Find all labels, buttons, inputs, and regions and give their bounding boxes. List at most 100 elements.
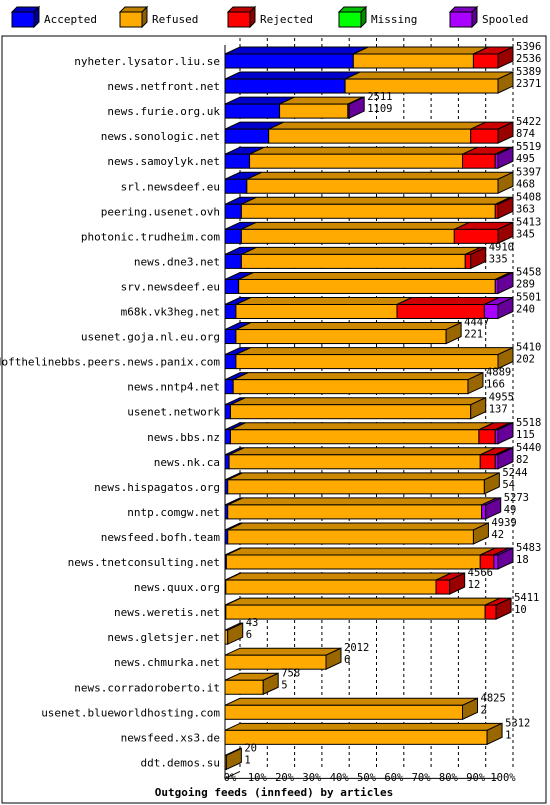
host-label: nyheter.lysator.liu.se xyxy=(74,55,220,68)
bar-end-face xyxy=(497,447,514,470)
total-label: 5411 xyxy=(514,592,539,604)
x-tick-label: 50% xyxy=(357,772,377,784)
accepted-label: 363 xyxy=(516,203,535,215)
total-label: 5483 xyxy=(516,542,541,554)
bar-segment-accepted xyxy=(224,228,242,244)
total-label: 4910 xyxy=(489,241,514,253)
bar-end-face xyxy=(497,296,514,320)
bar-segment-accepted xyxy=(224,203,242,219)
accepted-label: 137 xyxy=(489,404,508,416)
bar-segment-top xyxy=(230,422,495,431)
legend-item-refused: Refused xyxy=(118,5,198,29)
host-label: nntp.comgw.net xyxy=(127,506,220,519)
bar-end-face xyxy=(472,522,489,545)
accepted-label: 468 xyxy=(516,178,535,190)
bar-segment-refused xyxy=(225,604,486,620)
accepted-label: 874 xyxy=(516,128,535,140)
host-label: srl.newsdeef.eu xyxy=(121,180,220,193)
total-label: 5244 xyxy=(502,467,527,479)
legend-swatch xyxy=(449,11,473,28)
bar-row xyxy=(224,497,502,520)
host-label: usenet.network xyxy=(127,406,220,419)
total-label: 5389 xyxy=(516,66,541,78)
bar-segment-top xyxy=(224,46,369,55)
accepted-label: 18 xyxy=(516,554,529,566)
bar-row xyxy=(224,121,514,144)
bar-segment-top xyxy=(396,297,500,305)
bar-segment-top xyxy=(227,497,497,506)
bar-row xyxy=(224,71,514,94)
bar-row xyxy=(224,421,514,445)
host-label: usenet.goja.nl.eu.org xyxy=(81,331,220,344)
bar-segment-accepted xyxy=(224,329,237,345)
bar-row xyxy=(224,221,514,245)
bar-segment-refused xyxy=(227,479,485,495)
total-label: 4566 xyxy=(468,567,493,579)
bar-row xyxy=(224,246,487,270)
x-tick-label: 90% xyxy=(466,772,486,784)
bar-row xyxy=(224,321,462,345)
bar-segment-top xyxy=(224,71,361,80)
total-label: 5413 xyxy=(516,216,541,228)
host-label: photonic.trudheim.com xyxy=(81,230,220,243)
bar-segment-top xyxy=(238,271,511,280)
bar-segment-accepted xyxy=(224,454,230,470)
host-label: newsfeed.bofh.team xyxy=(101,531,221,544)
bar-segment-top xyxy=(235,322,462,331)
accepted-label: 240 xyxy=(516,304,535,316)
bar-segment-refused xyxy=(240,228,455,244)
total-label: 5518 xyxy=(516,417,541,429)
x-tick-label: 40% xyxy=(330,772,350,784)
bar-row xyxy=(224,346,514,370)
host-label: endofthelinebbs.peers.news.panix.com xyxy=(0,356,220,369)
bar-row xyxy=(224,196,514,220)
accepted-label: 495 xyxy=(516,153,535,165)
bar-row xyxy=(224,371,484,395)
bar-segment-top xyxy=(241,196,511,205)
legend-swatch xyxy=(119,11,143,28)
bars xyxy=(224,46,514,771)
bar-segment-refused xyxy=(224,654,327,670)
bar-row xyxy=(224,697,479,721)
accepted-label: 49 xyxy=(504,504,517,516)
bar-segment-rejected xyxy=(479,454,496,470)
bar-segment-accepted xyxy=(224,429,231,445)
bar-end-face xyxy=(227,622,244,645)
total-label: 4447 xyxy=(464,317,489,329)
bar-end-face xyxy=(497,271,514,295)
host-label: news.weretis.net xyxy=(114,606,220,619)
bar-segment-accepted xyxy=(224,178,248,194)
total-label: 758 xyxy=(281,667,300,679)
total-label: 5422 xyxy=(516,116,541,128)
host-label: news.corradoroberto.it xyxy=(74,681,220,694)
bar-row xyxy=(224,722,503,746)
x-tick-label: 20% xyxy=(275,772,295,784)
axis-corner xyxy=(224,770,241,779)
accepted-label: 54 xyxy=(502,479,515,491)
bar-segment-refused xyxy=(238,278,496,294)
bar-segment-refused xyxy=(268,128,472,144)
host-label: news.furie.org.uk xyxy=(107,105,220,118)
bar-segment-top xyxy=(224,697,478,706)
bar-end-face xyxy=(497,547,514,570)
accepted-label: 6 xyxy=(344,654,350,666)
total-label: 4939 xyxy=(491,517,516,529)
bar-segment-accepted xyxy=(224,153,251,169)
total-label: 2511 xyxy=(367,91,392,103)
host-label: news.dne3.net xyxy=(134,255,220,268)
bar-segment-accepted xyxy=(224,278,240,294)
bar-segment-top xyxy=(235,347,514,356)
total-label: 5519 xyxy=(516,141,541,153)
bar-end-face xyxy=(497,171,514,195)
bar-end-face xyxy=(470,396,487,420)
bar-end-face xyxy=(497,121,514,144)
host-label: peering.usenet.ovh xyxy=(101,205,220,218)
accepted-label: 202 xyxy=(516,354,535,366)
total-label: 5408 xyxy=(516,191,541,203)
bar-end-face xyxy=(497,221,514,245)
legend-label: Rejected xyxy=(260,13,313,26)
accepted-label: 166 xyxy=(486,379,505,391)
x-tick-label: 80% xyxy=(439,772,459,784)
bar-row xyxy=(224,522,489,545)
bar-row xyxy=(224,46,514,69)
